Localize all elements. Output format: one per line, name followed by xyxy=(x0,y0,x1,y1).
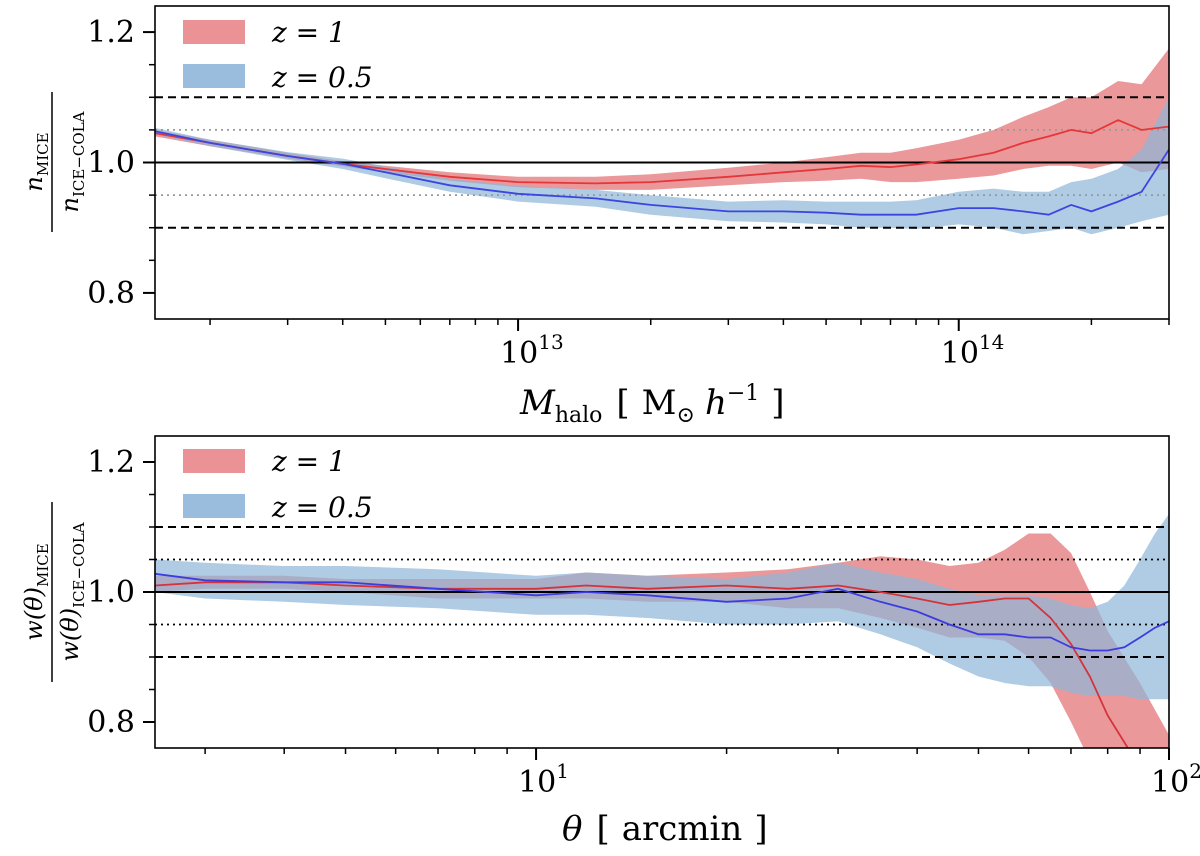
bottom-y-ticks: 0.8 1.0 1.2 xyxy=(87,445,155,740)
x-tick-label: 1013 xyxy=(500,330,564,371)
bottom-legend: z = 1 z = 0.5 xyxy=(183,445,373,524)
error-band-z05 xyxy=(155,514,1169,700)
y-tick-label: 1.0 xyxy=(87,146,135,181)
top-xlabel-unit: M xyxy=(642,383,677,423)
y-tick-label: 1.2 xyxy=(87,15,135,50)
top-xlabel-exp: −1 xyxy=(727,381,759,406)
top-y-axis-label: nMICE nICE−COLA xyxy=(20,92,88,232)
top-legend-swatch-z1 xyxy=(183,20,245,44)
bottom-xlabel-var: θ xyxy=(562,809,582,849)
bottom-legend-label-z05: z = 0.5 xyxy=(271,491,373,524)
bottom-reference-lines xyxy=(155,526,1169,658)
top-x-axis-label: Mhalo[M⊙ h−1] xyxy=(519,381,785,428)
top-series-lines xyxy=(155,119,1169,216)
top-ylabel-denominator: nICE−COLA xyxy=(56,111,88,212)
bottom-series-lines xyxy=(155,572,1169,748)
bottom-ylabel-denominator: w(θ)ICE−COLA xyxy=(56,522,88,661)
bottom-error-bands xyxy=(155,514,1169,748)
top-y-ticks: 0.8 1.0 1.2 xyxy=(87,15,155,311)
x-tick-label: 102 xyxy=(1151,759,1200,800)
bottom-ylabel-numerator: w(θ)MICE xyxy=(20,543,52,640)
top-xlabel-sun: ⊙ xyxy=(677,403,695,428)
bottom-xlabel-unit: arcmin xyxy=(622,809,743,849)
top-xlabel-close: ] xyxy=(771,383,784,423)
series-line-z1 xyxy=(155,581,1129,748)
series-line-z05 xyxy=(155,130,1169,216)
top-xlabel-h: h xyxy=(705,383,727,423)
y-tick-label: 0.8 xyxy=(87,705,135,740)
bottom-legend-label-z1: z = 1 xyxy=(271,445,346,478)
top-panel: 0.8 1.0 1.2 1013 1014 z = 1 z = 0.5 Mhalo [ M… xyxy=(20,5,1170,428)
bottom-x-axis-label: θ [ arcmin] xyxy=(562,809,768,849)
top-xlabel-open: [ xyxy=(616,383,629,423)
top-xlabel-sub: halo xyxy=(555,403,603,428)
series-line-z05 xyxy=(155,572,1169,652)
y-tick-label: 1.0 xyxy=(87,575,135,610)
top-legend: z = 1 z = 0.5 xyxy=(183,16,373,94)
error-band-z1 xyxy=(155,48,1169,190)
bottom-x-ticks: 101 102 xyxy=(204,748,1200,800)
y-tick-label: 1.2 xyxy=(87,445,135,480)
top-legend-label-z05: z = 0.5 xyxy=(271,61,373,94)
bottom-xlabel-close: ] xyxy=(754,809,767,849)
top-reference-lines xyxy=(155,96,1169,229)
bottom-panel: 0.8 1.0 1.2 101 102 z = 1 z = 0.5 θ [ arcmin]… xyxy=(20,435,1200,849)
top-legend-swatch-z05 xyxy=(183,64,245,88)
bottom-y-axis-label: w(θ)MICE w(θ)ICE−COLA xyxy=(20,502,88,682)
y-tick-label: 0.8 xyxy=(87,276,135,311)
bottom-legend-swatch-z1 xyxy=(183,449,245,473)
series-line-z1 xyxy=(155,119,1169,185)
top-ylabel-numerator: nMICE xyxy=(20,132,52,191)
top-xlabel-var: M xyxy=(519,383,556,423)
top-legend-label-z1: z = 1 xyxy=(271,16,346,49)
top-x-ticks: 1013 1014 xyxy=(209,319,1170,371)
bottom-xlabel-open: [ xyxy=(596,809,609,849)
x-tick-label: 101 xyxy=(518,759,569,800)
x-tick-label: 1014 xyxy=(941,330,1005,371)
bottom-legend-swatch-z05 xyxy=(183,494,245,518)
